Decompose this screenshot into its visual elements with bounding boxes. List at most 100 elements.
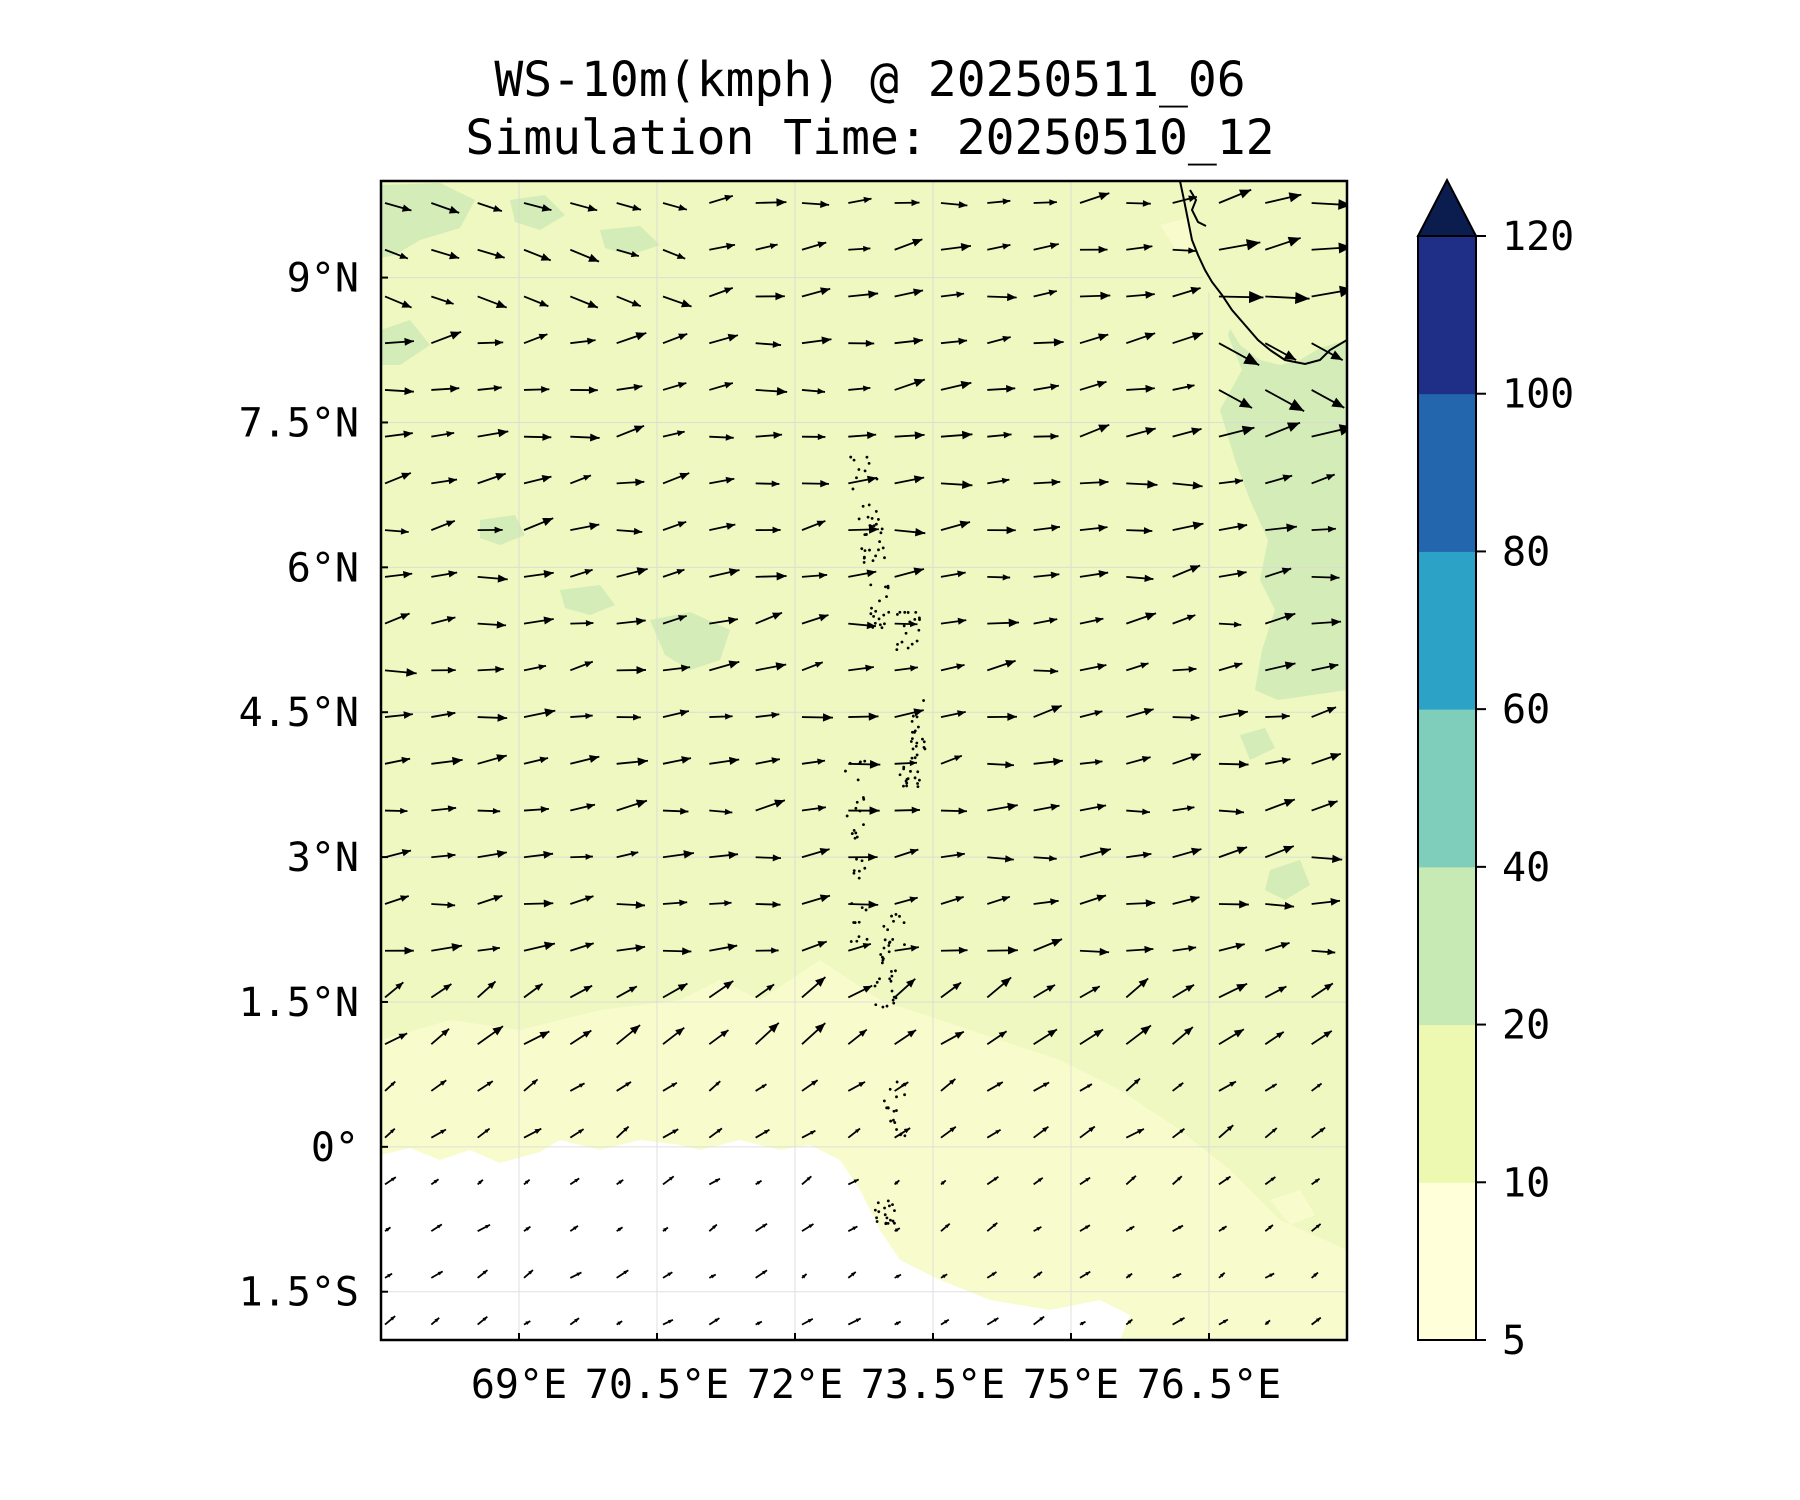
map-plot-area (381, 181, 1347, 1340)
wind-arrow-368 (894, 978, 916, 999)
wind-arrow-436 (1125, 1128, 1145, 1139)
atoll-dot-155 (898, 914, 901, 918)
wind-arrow-505 (430, 1317, 440, 1326)
atoll-dot-83 (915, 715, 919, 719)
wind-arrow-8 (755, 198, 787, 207)
wind-arrow-17 (1172, 195, 1198, 204)
atoll-dot-97 (913, 756, 917, 760)
wind-arrow-222 (940, 663, 965, 672)
wind-arrow-156 (801, 520, 826, 531)
wind-arrow-178 (848, 569, 877, 578)
wind-arrow-470 (755, 1222, 768, 1232)
atoll-dot-117 (856, 778, 860, 782)
wind-arrow-154 (709, 522, 736, 532)
atoll-dot-209 (886, 1222, 890, 1225)
wind-arrow-519 (1079, 1320, 1086, 1326)
atoll-dot-93 (915, 753, 919, 757)
wind-arrow-399 (384, 1080, 396, 1092)
atoll-dot-48 (884, 585, 887, 589)
atoll-dot-1 (877, 518, 880, 521)
wind-arrow-378 (384, 1032, 408, 1046)
wind-arrow-349 (987, 946, 1018, 955)
atoll-dot-29 (877, 548, 880, 552)
wind-arrow-430 (847, 1127, 861, 1139)
wind-arrow-364 (708, 980, 734, 999)
wind-arrow-19 (1265, 192, 1302, 204)
wind-arrow-495 (940, 1273, 948, 1279)
wind-arrow-374 (1172, 984, 1195, 999)
wind-arrow-52 (848, 290, 879, 299)
wind-arrow-379 (430, 1028, 450, 1045)
wind-arrow-179 (894, 567, 925, 578)
wind-arrow-16 (1126, 200, 1151, 207)
wind-arrow-201 (940, 617, 967, 625)
wind-arrow-148 (430, 519, 456, 531)
atoll-dot-40 (869, 583, 873, 587)
wind-arrow-499 (1125, 1272, 1133, 1279)
atoll-dot-62 (904, 631, 908, 635)
atoll-dot-194 (903, 1134, 907, 1138)
wind-arrow-132 (662, 472, 690, 485)
wind-arrow-217 (709, 660, 740, 672)
wind-arrow-7 (709, 194, 734, 204)
atoll-dot-200 (888, 1204, 891, 1208)
atoll-dot-109 (844, 769, 847, 773)
atoll-dot-81 (909, 740, 913, 743)
wind-arrow-143 (1172, 481, 1203, 490)
wind-arrow-187 (1265, 567, 1292, 578)
atoll-dot-17 (867, 461, 871, 465)
wind-arrow-456 (1079, 1176, 1091, 1186)
wind-arrow-1 (431, 202, 460, 214)
atoll-dot-114 (845, 814, 849, 818)
wind-arrow-161 (1033, 524, 1061, 532)
wind-arrow-153 (662, 520, 687, 531)
wind-arrow-167 (1311, 525, 1336, 533)
wind-arrow-117 (940, 430, 973, 440)
lon-tick-label-5: 76.5°E (1137, 1362, 1282, 1408)
wind-arrow-53 (894, 288, 924, 298)
atoll-dot-67 (898, 610, 902, 614)
wind-arrow-126 (384, 472, 412, 485)
atoll-dot-53 (874, 609, 878, 613)
wind-arrow-20 (1311, 199, 1347, 210)
wind-arrow-24 (523, 248, 552, 262)
wind-arrow-231 (384, 711, 413, 719)
atoll-dot-149 (903, 943, 906, 947)
wind-arrow-22 (431, 248, 460, 260)
wind-arrow-375 (1218, 982, 1248, 999)
wind-arrow-444 (523, 1179, 531, 1186)
colorbar-segment-2 (1418, 866, 1476, 1026)
wind-arrow-366 (801, 976, 826, 999)
wind-arrow-403 (569, 1082, 585, 1092)
wind-arrow-91 (709, 382, 734, 391)
colorbar: 5 10 20 40 60 80 100 120 (1416, 177, 1574, 1364)
wind-arrow-312 (1218, 846, 1248, 859)
wind-arrow-188 (1311, 573, 1340, 582)
wind-arrow-281 (755, 799, 786, 812)
wind-arrow-43 (431, 295, 454, 305)
wind-arrow-462 (384, 1226, 391, 1232)
wind-arrow-61 (1265, 291, 1310, 305)
wind-arrow-404 (616, 1081, 632, 1092)
wind-arrow-493 (847, 1271, 857, 1279)
wind-arrow-184 (1126, 574, 1154, 583)
atoll-dot-135 (860, 859, 864, 863)
wind-arrow-327 (940, 895, 964, 905)
wind-arrow-14 (1033, 199, 1057, 206)
wind-arrow-318 (523, 899, 554, 908)
atoll-dot-128 (865, 937, 869, 941)
wind-arrow-87 (523, 386, 550, 393)
wind-arrow-182 (1033, 571, 1060, 579)
colorbar-frame (1417, 235, 1477, 1341)
atoll-dot-4 (863, 469, 867, 473)
wind-arrow-319 (570, 895, 594, 905)
wind-arrow-86 (477, 384, 502, 392)
wind-arrow-56 (1033, 289, 1057, 298)
wind-arrow-382 (569, 1029, 592, 1045)
wind-arrow-510 (662, 1318, 674, 1326)
wind-arrow-232 (431, 710, 456, 718)
wind-arrow-108 (523, 433, 552, 441)
atoll-dot-74 (910, 720, 914, 723)
lon-tick-label-0: 69°E (471, 1362, 567, 1408)
wind-arrow-365 (755, 983, 775, 999)
